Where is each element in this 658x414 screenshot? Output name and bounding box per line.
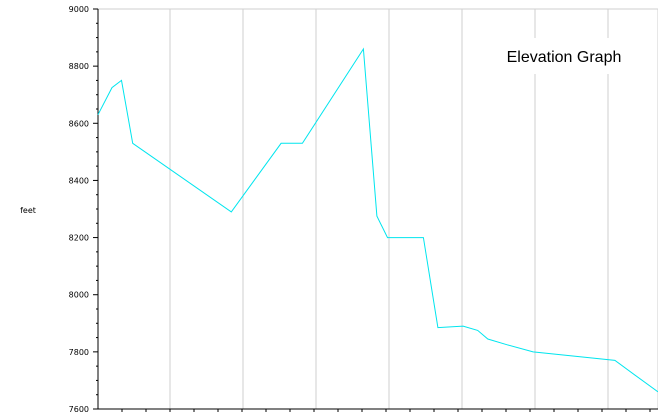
y-tick-label-7: 9000 <box>69 5 89 14</box>
y-tick-label-5: 8600 <box>69 119 89 128</box>
elevation-series-line <box>97 47 658 393</box>
y-tick-label-0: 7600 <box>69 405 89 414</box>
grid-lines <box>169 9 609 409</box>
y-tick-label-3: 8200 <box>69 234 89 243</box>
y-tick-label-4: 8400 <box>69 176 89 185</box>
y-tick-label-2: 8000 <box>69 291 89 300</box>
y-tick-label-1: 7800 <box>69 348 89 357</box>
y-axis-ticks: 7600 7800 8000 8200 8400 8600 8800 9000 <box>69 5 98 414</box>
title-box <box>471 38 656 74</box>
y-tick-label-6: 8800 <box>69 62 89 71</box>
chart-title: Elevation Graph <box>507 49 622 66</box>
y-axis-label: feet <box>20 206 36 215</box>
